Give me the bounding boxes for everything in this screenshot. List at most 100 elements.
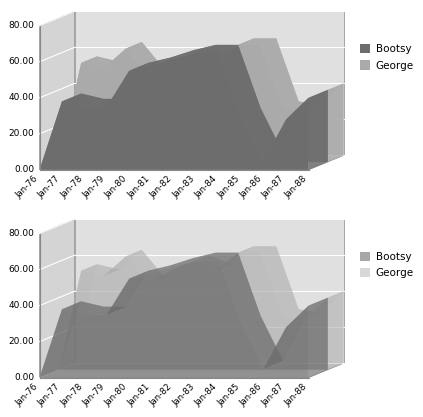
Polygon shape	[308, 298, 328, 378]
Polygon shape	[219, 253, 261, 324]
Text: Jan-79: Jan-79	[81, 382, 107, 407]
Text: Jan-85: Jan-85	[216, 174, 241, 200]
Polygon shape	[40, 11, 74, 170]
Text: Jan-84: Jan-84	[193, 174, 219, 200]
Polygon shape	[107, 271, 148, 314]
Polygon shape	[193, 255, 231, 271]
Text: 80.00: 80.00	[8, 21, 34, 30]
Polygon shape	[328, 83, 343, 162]
Polygon shape	[152, 50, 193, 65]
Polygon shape	[148, 56, 187, 75]
Text: Jan-85: Jan-85	[216, 382, 241, 408]
Polygon shape	[174, 253, 216, 266]
Polygon shape	[286, 90, 328, 119]
Text: Jan-82: Jan-82	[148, 382, 174, 408]
Text: Jan-88: Jan-88	[283, 382, 308, 408]
Text: 40.00: 40.00	[8, 301, 34, 310]
Text: Jan-84: Jan-84	[193, 382, 219, 408]
Legend: Bootsy, George: Bootsy, George	[360, 252, 414, 279]
Polygon shape	[126, 42, 164, 75]
Text: 0.00: 0.00	[14, 165, 34, 174]
Polygon shape	[107, 63, 148, 107]
Text: Jan-78: Jan-78	[59, 174, 85, 200]
Polygon shape	[40, 261, 308, 378]
Polygon shape	[81, 56, 119, 68]
Polygon shape	[286, 298, 328, 327]
Text: Jan-77: Jan-77	[36, 174, 62, 200]
Polygon shape	[171, 48, 209, 63]
Polygon shape	[264, 111, 305, 161]
Polygon shape	[62, 93, 104, 107]
Polygon shape	[129, 265, 171, 279]
Text: 60.00: 60.00	[8, 57, 34, 66]
Polygon shape	[196, 253, 238, 261]
Polygon shape	[216, 38, 254, 63]
Text: Jan-83: Jan-83	[171, 174, 196, 200]
Polygon shape	[216, 246, 254, 271]
Polygon shape	[104, 42, 142, 68]
Polygon shape	[74, 11, 343, 156]
Polygon shape	[40, 219, 74, 378]
Polygon shape	[283, 309, 321, 319]
Text: 20.00: 20.00	[8, 337, 34, 346]
Polygon shape	[59, 56, 97, 162]
Text: Jan-79: Jan-79	[81, 174, 107, 200]
Text: Jan-77: Jan-77	[36, 382, 62, 408]
Polygon shape	[62, 301, 104, 314]
Text: Jan-76: Jan-76	[14, 174, 40, 200]
Polygon shape	[85, 99, 126, 107]
Polygon shape	[219, 45, 261, 116]
Polygon shape	[74, 246, 343, 363]
Text: Jan-88: Jan-88	[283, 174, 308, 200]
Text: Jan-87: Jan-87	[261, 382, 286, 408]
Polygon shape	[59, 264, 97, 370]
Text: Jan-87: Jan-87	[261, 174, 286, 200]
Polygon shape	[152, 258, 193, 273]
Polygon shape	[59, 253, 328, 370]
Polygon shape	[174, 45, 216, 58]
Text: 40.00: 40.00	[8, 93, 34, 102]
Text: Jan-82: Jan-82	[148, 174, 174, 200]
Polygon shape	[74, 219, 343, 363]
Polygon shape	[40, 156, 343, 170]
Polygon shape	[196, 45, 238, 53]
Polygon shape	[59, 253, 328, 370]
Polygon shape	[308, 90, 328, 170]
Text: 60.00: 60.00	[8, 265, 34, 274]
Text: Jan-86: Jan-86	[238, 174, 264, 200]
Polygon shape	[261, 246, 299, 316]
Polygon shape	[40, 93, 81, 170]
Legend: Bootsy, George: Bootsy, George	[360, 44, 414, 70]
Polygon shape	[261, 38, 299, 108]
Polygon shape	[264, 319, 305, 369]
Text: Jan-81: Jan-81	[126, 174, 152, 200]
Text: Jan-78: Jan-78	[59, 382, 85, 408]
Text: Jan-86: Jan-86	[238, 382, 264, 408]
Polygon shape	[126, 250, 164, 283]
Text: Jan-81: Jan-81	[126, 382, 152, 408]
Polygon shape	[59, 45, 328, 162]
Text: Jan-80: Jan-80	[104, 382, 129, 408]
Polygon shape	[305, 83, 343, 111]
Text: 20.00: 20.00	[8, 129, 34, 138]
Text: 80.00: 80.00	[8, 229, 34, 238]
Polygon shape	[104, 250, 142, 276]
Polygon shape	[193, 48, 231, 63]
Polygon shape	[241, 108, 283, 161]
Polygon shape	[81, 264, 119, 276]
Text: Jan-80: Jan-80	[104, 174, 129, 200]
Polygon shape	[40, 363, 343, 378]
Polygon shape	[40, 301, 81, 378]
Polygon shape	[241, 316, 283, 369]
Polygon shape	[305, 291, 343, 319]
Polygon shape	[283, 101, 321, 111]
Text: Jan-83: Jan-83	[171, 382, 196, 408]
Polygon shape	[129, 58, 171, 71]
Polygon shape	[85, 306, 126, 314]
Text: 0.00: 0.00	[14, 373, 34, 382]
Polygon shape	[171, 255, 209, 271]
Polygon shape	[238, 246, 276, 253]
Polygon shape	[74, 38, 343, 156]
Polygon shape	[238, 38, 276, 45]
Text: Jan-76: Jan-76	[14, 382, 40, 408]
